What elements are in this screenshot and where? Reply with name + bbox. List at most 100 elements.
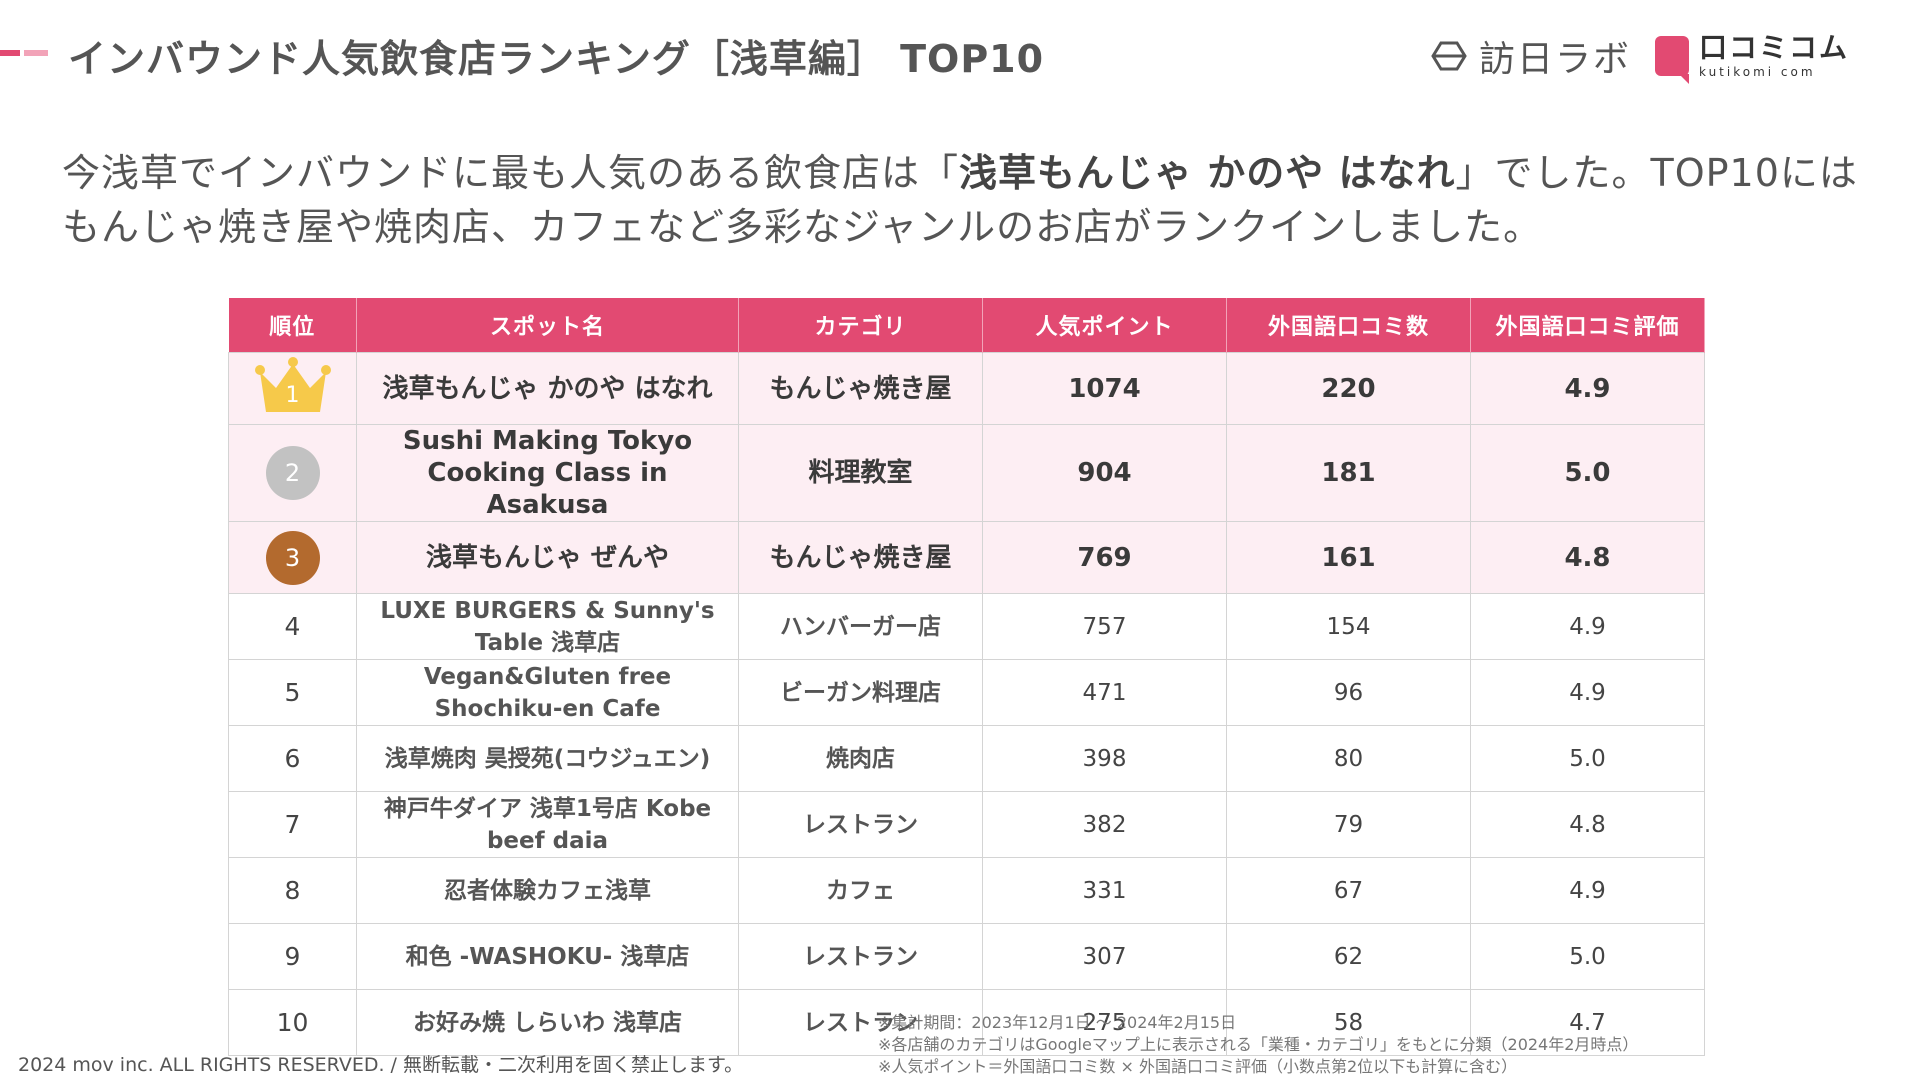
category: レストラン xyxy=(738,989,983,1056)
spot-name: 忍者体験カフェ浅草 xyxy=(356,857,739,924)
review-rating: 5.0 xyxy=(1470,923,1705,990)
review-count: 161 xyxy=(1226,521,1471,594)
kuchikomi-com-logo: 口コミコム kutikomi com xyxy=(1654,31,1849,84)
category: カフェ xyxy=(738,857,983,924)
table-row: 10 お好み焼 しらいわ 浅草店 レストラン 275 58 4.7 xyxy=(228,989,1705,1056)
rank-number: 8 xyxy=(228,857,357,924)
review-rating: 4.7 xyxy=(1470,989,1705,1056)
bronze-medal-icon: 3 xyxy=(265,530,320,585)
spot-name: 神戸牛ダイア 浅草1号店 Kobe beef daia xyxy=(356,791,739,858)
silver-medal-icon: 2 xyxy=(265,446,320,500)
table-row: 6 浅草焼肉 昊授苑(コウジュエン) 焼肉店 398 80 5.0 xyxy=(228,725,1705,792)
category: レストラン xyxy=(738,791,983,858)
spot-name: 浅草もんじゃ かのや はなれ xyxy=(356,352,739,425)
review-count: 58 xyxy=(1226,989,1471,1056)
rank-cell: 1 xyxy=(228,352,357,425)
lead-highlight: 浅草もんじゃ かのや はなれ xyxy=(959,151,1456,195)
footnote-period: ※集計期間：2023年12月1日 〜 2024年2月15日 xyxy=(878,1013,1237,1032)
category: もんじゃ焼き屋 xyxy=(738,521,983,594)
rank-cell: 2 xyxy=(228,424,357,522)
table-row: 9 和色 -WASHOKU- 浅草店 レストラン 307 62 5.0 xyxy=(228,923,1705,990)
column-header-points: 人気ポイント xyxy=(982,298,1227,353)
popularity-points: 398 xyxy=(982,725,1227,792)
table-row: 4 LUXE BURGERS & Sunny's Table 浅草店 ハンバーガ… xyxy=(228,593,1705,660)
review-count: 220 xyxy=(1226,352,1471,425)
brand-logos: 訪日ラボ 口コミコム kutikomi com xyxy=(1429,30,1849,84)
popularity-points: 471 xyxy=(982,659,1227,726)
honichi-logo-text: 訪日ラボ xyxy=(1478,39,1631,80)
table-row: 3 浅草もんじゃ ぜんや もんじゃ焼き屋 769 161 4.8 xyxy=(228,521,1705,594)
popularity-points: 382 xyxy=(982,791,1227,858)
category: ビーガン料理店 xyxy=(738,659,983,726)
kuchikomi-logo-subtext: kutikomi com xyxy=(1698,65,1816,79)
review-rating: 5.0 xyxy=(1470,725,1705,792)
review-count: 154 xyxy=(1226,593,1471,660)
spot-name: 浅草もんじゃ ぜんや xyxy=(356,521,739,594)
lead-paragraph: 今浅草でインバウンドに最も人気のある飲食店は「浅草もんじゃ かのや はなれ」でし… xyxy=(62,146,1882,254)
table-row: 8 忍者体験カフェ浅草 カフェ 331 67 4.9 xyxy=(228,857,1705,924)
spot-name: Vegan&Gluten free Shochiku-en Cafe xyxy=(356,659,739,726)
review-rating: 4.9 xyxy=(1470,352,1705,425)
review-count: 67 xyxy=(1226,857,1471,924)
review-rating: 4.8 xyxy=(1470,791,1705,858)
column-header-rank: 順位 xyxy=(228,298,357,353)
crown-icon: 1 xyxy=(254,356,332,414)
popularity-points: 757 xyxy=(982,593,1227,660)
kuchikomi-logo-text: 口コミコム xyxy=(1698,31,1849,64)
footnotes: ※集計期間：2023年12月1日 〜 2024年2月15日 ※各店舗のカテゴリは… xyxy=(878,1012,1638,1078)
category: ハンバーガー店 xyxy=(738,593,983,660)
spot-name: 和色 -WASHOKU- 浅草店 xyxy=(356,923,739,990)
review-rating: 4.9 xyxy=(1470,659,1705,726)
column-header-spot: スポット名 xyxy=(356,298,739,353)
review-count: 96 xyxy=(1226,659,1471,726)
rank-number: 7 xyxy=(228,791,357,858)
footnote-points-formula: ※人気ポイント＝外国語口コミ数 × 外国語口コミ評価（小数点第2位以下も計算に含… xyxy=(878,1057,1518,1076)
spot-name: お好み焼 しらいわ 浅草店 xyxy=(356,989,739,1056)
review-count: 79 xyxy=(1226,791,1471,858)
rank-cell: 3 xyxy=(228,521,357,594)
column-header-review-count: 外国語口コミ数 xyxy=(1226,298,1471,353)
column-header-review-rating: 外国語口コミ評価 xyxy=(1470,298,1705,353)
accent-bar-light xyxy=(24,50,48,56)
review-count: 62 xyxy=(1226,923,1471,990)
popularity-points: 904 xyxy=(982,424,1227,522)
page-title: インバウンド人気飲食店ランキング［浅草編］ TOP10 xyxy=(68,37,1045,81)
rank-number: 4 xyxy=(228,593,357,660)
popularity-points: 769 xyxy=(982,521,1227,594)
footnote-category: ※各店舗のカテゴリはGoogleマップ上に表示される「業種・カテゴリ」をもとに分… xyxy=(878,1035,1639,1054)
rank-number: 1 xyxy=(285,382,300,408)
review-rating: 4.8 xyxy=(1470,521,1705,594)
review-rating: 4.9 xyxy=(1470,593,1705,660)
category: レストラン xyxy=(738,923,983,990)
lead-text-after: 」でした。TOP10にはもんじゃ焼き屋や焼肉店、カフェなど多彩なジャンルのお店が… xyxy=(62,151,1858,249)
ranking-table: 順位 スポット名 カテゴリ 人気ポイント 外国語口コミ数 外国語口コミ評価 1 xyxy=(228,298,1705,1056)
table-row: 7 神戸牛ダイア 浅草1号店 Kobe beef daia レストラン 382 … xyxy=(228,791,1705,858)
popularity-points: 307 xyxy=(982,923,1227,990)
review-count: 80 xyxy=(1226,725,1471,792)
lead-text-before: 今浅草でインバウンドに最も人気のある飲食店は「 xyxy=(62,151,960,195)
popularity-points: 331 xyxy=(982,857,1227,924)
table-header-row: 順位 スポット名 カテゴリ 人気ポイント 外国語口コミ数 外国語口コミ評価 xyxy=(228,298,1705,353)
table-row: 5 Vegan&Gluten free Shochiku-en Cafe ビーガ… xyxy=(228,659,1705,726)
popularity-points: 275 xyxy=(982,989,1227,1056)
spot-name: LUXE BURGERS & Sunny's Table 浅草店 xyxy=(356,593,739,660)
category: 焼肉店 xyxy=(738,725,983,792)
accent-bar-dark xyxy=(0,50,20,56)
column-header-category: カテゴリ xyxy=(738,298,983,353)
spot-name: 浅草焼肉 昊授苑(コウジュエン) xyxy=(356,725,739,792)
table-row: 1 浅草もんじゃ かのや はなれ もんじゃ焼き屋 1074 220 4.9 xyxy=(228,352,1705,425)
rank-number: 10 xyxy=(228,989,357,1056)
rank-number: 9 xyxy=(228,923,357,990)
popularity-points: 1074 xyxy=(982,352,1227,425)
table-row: 2 Sushi Making Tokyo Cooking Class in As… xyxy=(228,424,1705,522)
review-count: 181 xyxy=(1226,424,1471,522)
review-rating: 5.0 xyxy=(1470,424,1705,522)
rank-number: 6 xyxy=(228,725,357,792)
title-accent-bar xyxy=(0,50,48,56)
rank-number: 5 xyxy=(228,659,357,726)
category: もんじゃ焼き屋 xyxy=(738,352,983,425)
spot-name: Sushi Making Tokyo Cooking Class in Asak… xyxy=(356,424,739,522)
kuchikomi-speech-bubble-icon xyxy=(1654,36,1689,84)
review-rating: 4.9 xyxy=(1470,857,1705,924)
category: 料理教室 xyxy=(738,424,983,522)
